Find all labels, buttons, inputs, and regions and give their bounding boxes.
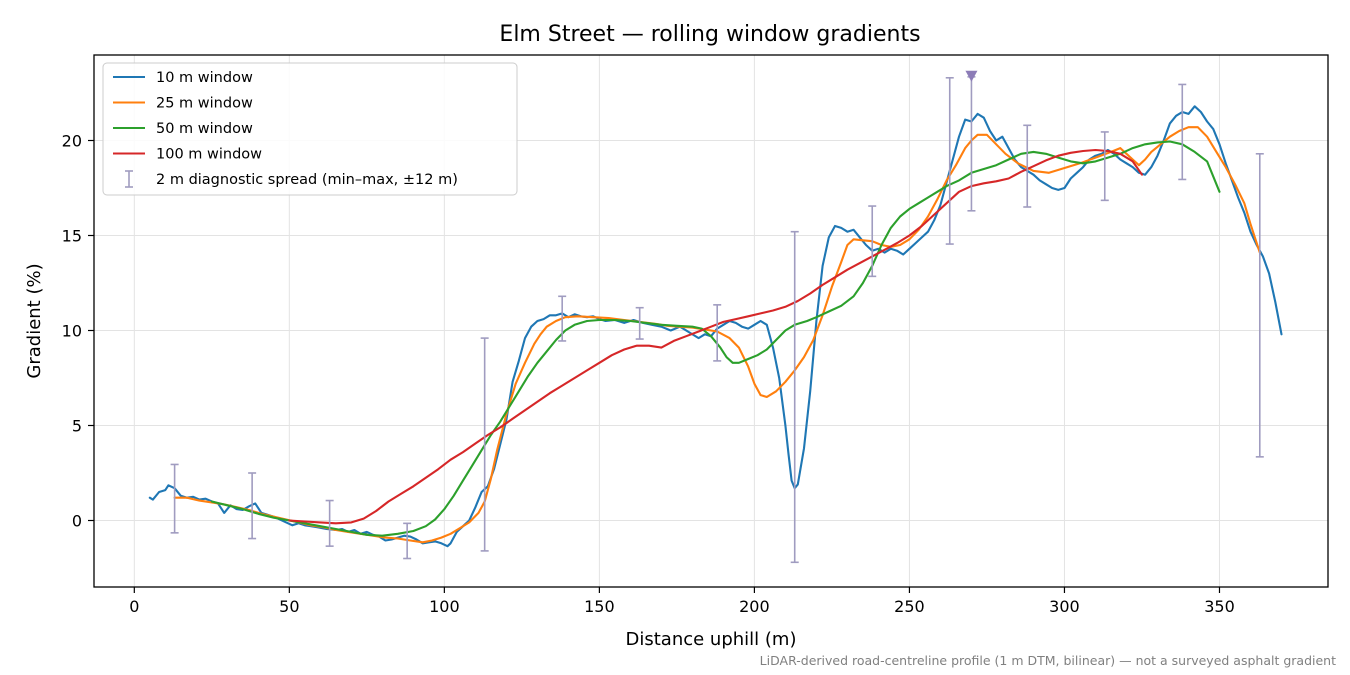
x-tick-label: 50: [279, 597, 299, 616]
x-tick-label: 250: [894, 597, 925, 616]
errorbar: [248, 472, 257, 540]
legend-label: 10 m window: [156, 70, 253, 86]
x-tick-label: 100: [429, 597, 460, 616]
errorbar: [1100, 131, 1109, 202]
peak-marker: [965, 70, 978, 82]
axis-ticks: 0 50 100 150 200 250 300 350 0 5 10 15 20: [62, 132, 1235, 617]
errorbar: [713, 304, 722, 362]
errorbar: [868, 205, 877, 278]
y-axis-label: Gradient (%): [24, 263, 45, 378]
errorbar: [170, 463, 179, 534]
errorbar: [945, 77, 954, 245]
y-tick-label: 10: [62, 322, 82, 341]
errorbar: [480, 337, 489, 552]
series-line-50-m-window: [210, 140, 1221, 537]
legend-label: 2 m diagnostic spread (min–max, ±12 m): [156, 172, 458, 188]
plot-frame: [93, 54, 1329, 588]
errorbar: [1023, 124, 1032, 208]
errorbar: [1255, 153, 1264, 458]
errorbar: [558, 295, 567, 342]
x-tick-label: 150: [584, 597, 615, 616]
y-tick-label: 0: [72, 512, 82, 531]
chart-title: Elm Street — rolling window gradients: [499, 22, 920, 47]
legend-box: [102, 62, 518, 196]
grid: [94, 55, 1328, 587]
legend-swatch-errorbar: [125, 170, 133, 188]
x-axis-label: Distance uphill (m): [626, 629, 797, 650]
y-tick-label: 20: [62, 132, 82, 151]
footnote: LiDAR-derived road-centreline profile (1…: [760, 653, 1336, 668]
legend-label: 25 m window: [156, 96, 253, 112]
errorbar: [403, 522, 412, 560]
legend: 10 m window 25 m window 50 m window 100 m w…: [102, 62, 518, 196]
legend-label: 50 m window: [156, 121, 253, 137]
x-tick-label: 0: [129, 597, 139, 616]
errorbar: [325, 499, 334, 547]
series-line-100-m-window: [288, 148, 1144, 525]
x-tick-label: 300: [1049, 597, 1080, 616]
errorbar: [790, 230, 799, 564]
errorbar: [635, 306, 644, 340]
x-tick-label: 200: [739, 597, 770, 616]
plot-series: [148, 70, 1283, 564]
legend-label: 100 m window: [156, 147, 262, 163]
y-tick-label: 15: [62, 227, 82, 246]
x-tick-label: 350: [1204, 597, 1235, 616]
series-line-25-m-window: [173, 126, 1261, 544]
errorbar: [1178, 83, 1187, 181]
y-tick-label: 5: [72, 417, 82, 436]
